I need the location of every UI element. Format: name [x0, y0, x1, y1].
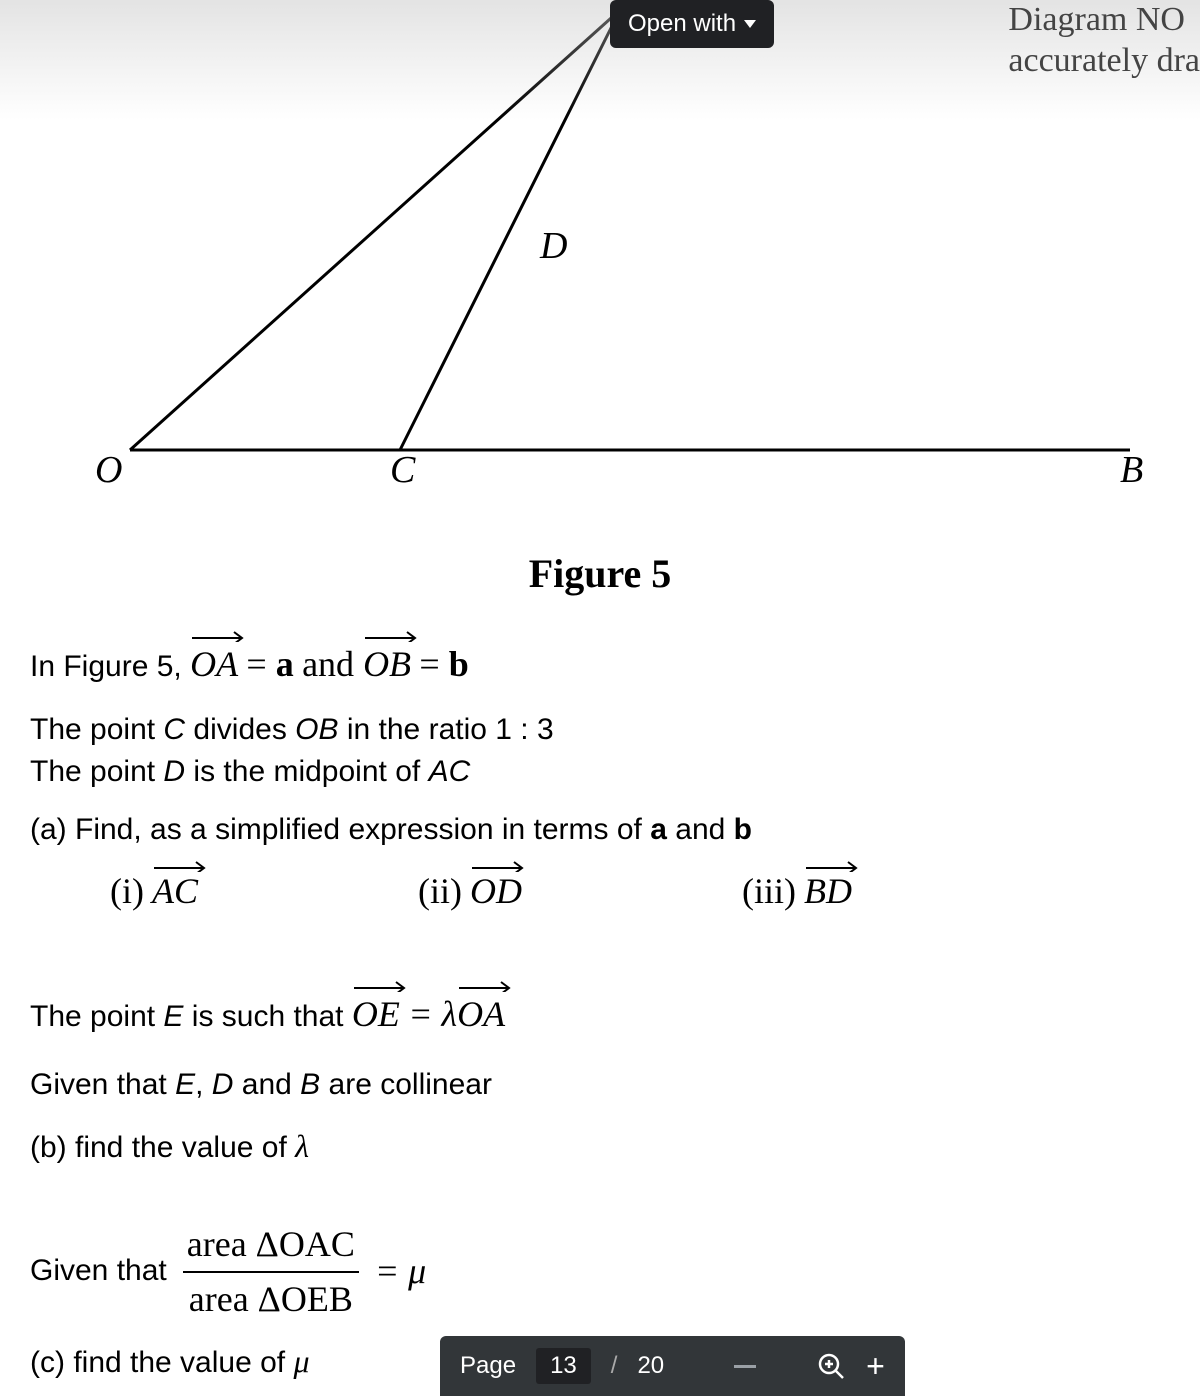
fit-zoom-button[interactable] [816, 1351, 846, 1381]
caret-down-icon [744, 20, 756, 28]
fraction-denominator: area ΔOEB [183, 1271, 359, 1324]
eq-lambda: = λ [408, 994, 457, 1034]
eq-mu: = μ [375, 1247, 426, 1296]
point-label-D: D [540, 224, 567, 268]
subpart-ii: (ii) OD [418, 870, 522, 912]
figure-caption: Figure 5 [0, 550, 1200, 597]
open-with-button[interactable]: Open with [610, 0, 774, 48]
corner-text-line2: accurately dra [1008, 41, 1200, 82]
vec-OE: OE [352, 990, 400, 1039]
page-label: Page [460, 1352, 516, 1380]
open-with-label: Open with [628, 10, 736, 38]
and-text: and [302, 644, 363, 684]
current-page-input[interactable]: 13 [536, 1348, 591, 1384]
point-label-B: B [1120, 448, 1143, 492]
vec-AC: AC [152, 870, 198, 912]
area-fraction: area ΔOAC area ΔOEB [181, 1220, 361, 1323]
part-a-line: (a) Find, as a simplified expression in … [30, 810, 1170, 851]
eq-b: = b [419, 644, 468, 684]
given-fraction-line: Given that area ΔOAC area ΔOEB = μ [30, 1220, 1170, 1323]
subparts-row: (i) AC (ii) OD (iii) BD [30, 870, 1170, 912]
page-separator: / [611, 1352, 618, 1380]
vec-OB: OB [363, 640, 411, 689]
vec-OA: OA [190, 640, 238, 689]
subpart-iii: (iii) BD [742, 870, 852, 912]
corner-text: Diagram NO accurately dra [1008, 0, 1200, 82]
eq-a: = a [246, 644, 293, 684]
intro-prefix: In Figure 5, [30, 650, 190, 683]
point-label-C: C [390, 448, 415, 492]
zoom-out-button[interactable] [734, 1365, 756, 1368]
zoom-in-button[interactable]: + [866, 1348, 885, 1385]
vec-BD: BD [804, 870, 852, 912]
subpart-i: (i) AC [110, 870, 198, 912]
total-pages: 20 [637, 1352, 664, 1380]
given-that-text: Given that [30, 1251, 167, 1292]
midpoint-line: The point D is the midpoint of AC [30, 752, 1170, 793]
ratio-line: The point C divides OB in the ratio 1 : … [30, 710, 1170, 751]
vec-OD: OD [470, 870, 522, 912]
corner-text-line1: Diagram NO [1008, 0, 1200, 41]
vec-OA2: OA [457, 990, 505, 1039]
fraction-numerator: area ΔOAC [181, 1220, 361, 1271]
point-e-line: The point E is such that OE = λ OA [30, 990, 1170, 1039]
pdf-bottom-toolbar: Page 13 / 20 + [440, 1336, 905, 1396]
collinear-line: Given that E, D and B are collinear [30, 1065, 1170, 1106]
intro-line: In Figure 5, OA = a and OB = b [30, 640, 1170, 689]
point-label-O: O [95, 448, 122, 492]
part-b-line: (b) find the value of λ [30, 1125, 1170, 1169]
